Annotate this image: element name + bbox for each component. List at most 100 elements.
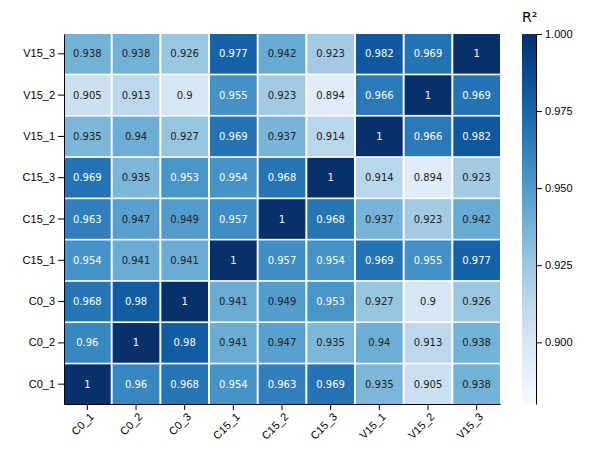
x-tick-mark: [379, 404, 380, 410]
heatmap-cell: [64, 323, 111, 363]
heatmap-cell: [210, 75, 257, 115]
x-tick: V15_2: [406, 404, 437, 441]
colorbar-tick-mark: [536, 188, 542, 189]
x-tick-label: V15_3: [454, 410, 485, 441]
heatmap-cell: [453, 117, 500, 157]
data-label: 0.937: [268, 131, 297, 142]
data-label: 0.963: [73, 214, 102, 225]
data-label: 0.938: [462, 337, 491, 348]
data-label: 0.938: [122, 48, 151, 59]
y-tick-mark: [58, 260, 64, 261]
data-label: 0.914: [365, 172, 394, 183]
data-label: 0.954: [219, 379, 248, 390]
heatmap-cell: [64, 282, 111, 322]
data-label: 0.955: [414, 255, 443, 266]
colorbar-tick: 0.925: [536, 259, 573, 271]
heatmap-cell: [113, 34, 160, 74]
colorbar: 1.0000.9750.9500.9250.900R²: [522, 9, 573, 405]
cell-labels: 0.9380.9380.9260.9770.9420.9230.9820.969…: [73, 48, 491, 389]
heatmap-cell: [259, 75, 306, 115]
x-tick: C15_2: [259, 404, 290, 442]
x-tick-label: C15_3: [308, 410, 339, 441]
heatmap-cell: [356, 158, 403, 198]
heatmap-cell: [405, 199, 452, 239]
x-tick: C0_2: [117, 404, 144, 437]
x-tick-label: C15_1: [210, 410, 241, 441]
heatmap-cell: [64, 34, 111, 74]
data-label: 0.969: [73, 172, 102, 183]
x-tick: C15_1: [210, 404, 241, 442]
data-label: 0.913: [414, 337, 443, 348]
heatmap-cell: [64, 117, 111, 157]
y-tick-mark: [58, 136, 64, 137]
data-label: 0.926: [170, 48, 199, 59]
data-label: 0.938: [462, 379, 491, 390]
heatmap-cell: [210, 199, 257, 239]
data-label: 0.953: [316, 296, 345, 307]
colorbar-axis-line: [536, 35, 537, 405]
heatmap-cell: [113, 117, 160, 157]
colorbar-tick-label: 0.925: [545, 259, 573, 271]
y-tick-mark: [58, 95, 64, 96]
heatmap-cell: [453, 199, 500, 239]
y-tick: C0_2: [29, 336, 64, 348]
data-label: 0.968: [316, 214, 345, 225]
heatmap-cell: [113, 75, 160, 115]
heatmap-cell: [307, 75, 354, 115]
heatmap-cell: [113, 240, 160, 280]
colorbar-title: R²: [522, 9, 537, 25]
data-label: 0.96: [76, 337, 98, 348]
heatmap-cell: [210, 117, 257, 157]
colorbar-tick-mark: [536, 265, 542, 266]
y-tick-mark: [58, 177, 64, 178]
heatmap-cell: [113, 199, 160, 239]
y-tick: C15_3: [23, 171, 64, 183]
heatmap-cell: [161, 240, 208, 280]
heatmap-cell: [307, 282, 354, 322]
data-label: 0.941: [219, 296, 248, 307]
heatmap-cell: [210, 282, 257, 322]
heatmap-cell: [453, 323, 500, 363]
heatmap-cell: [161, 199, 208, 239]
heatmap-cell: [453, 34, 500, 74]
heatmap-cell: [405, 364, 452, 404]
heatmap-cell: [405, 34, 452, 74]
data-label: 0.935: [365, 379, 394, 390]
data-label: 0.98: [174, 337, 196, 348]
heatmap-cell: [405, 240, 452, 280]
cells: [64, 34, 500, 404]
data-label: 0.954: [73, 255, 102, 266]
heatmap-cell: [356, 34, 403, 74]
y-tick-label: C15_2: [23, 213, 55, 225]
data-label: 0.923: [462, 172, 491, 183]
heatmap-cell: [64, 158, 111, 198]
data-label: 0.94: [125, 131, 147, 142]
data-label: 0.9: [420, 296, 436, 307]
heatmap-cell: [356, 117, 403, 157]
heatmap-cell: [453, 158, 500, 198]
heatmap-cell: [453, 282, 500, 322]
colorbar-tick-mark: [536, 34, 542, 35]
heatmap-cell: [161, 282, 208, 322]
data-label: 0.968: [73, 296, 102, 307]
data-label: 0.942: [462, 214, 491, 225]
data-label: 0.9: [177, 90, 193, 101]
heatmap-cell: [113, 323, 160, 363]
x-tick-mark: [87, 404, 88, 410]
y-tick-label: V15_2: [23, 89, 55, 101]
data-label: 0.98: [125, 296, 147, 307]
x-tick-mark: [184, 404, 185, 410]
y-tick: V15_1: [23, 130, 64, 142]
heatmap-cell: [210, 323, 257, 363]
heatmap-cell: [356, 364, 403, 404]
heatmap-cell: [259, 158, 306, 198]
x-tick-mark: [136, 404, 137, 410]
data-label: 0.969: [462, 90, 491, 101]
data-label: 0.927: [365, 296, 394, 307]
y-axis: V15_3V15_2V15_1C15_3C15_2C15_1C0_3C0_2C0…: [23, 35, 65, 405]
heatmap-cell: [259, 282, 306, 322]
x-axis: C0_1C0_2C0_3C15_1C15_2C15_3V15_1V15_2V15…: [65, 404, 501, 442]
heatmap-cell: [405, 282, 452, 322]
x-tick-label: C15_2: [259, 410, 290, 441]
heatmap-cell: [210, 240, 257, 280]
